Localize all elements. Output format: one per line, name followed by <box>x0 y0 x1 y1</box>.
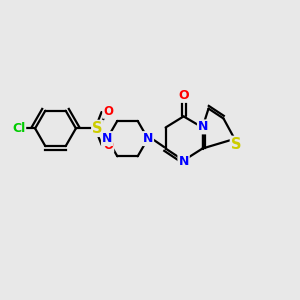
Text: N: N <box>143 132 153 145</box>
Text: N: N <box>102 132 112 145</box>
Text: Cl: Cl <box>12 122 25 135</box>
Text: O: O <box>178 89 189 102</box>
Text: S: S <box>231 137 241 152</box>
Text: O: O <box>103 139 113 152</box>
Text: S: S <box>92 121 103 136</box>
Text: O: O <box>103 105 113 118</box>
Text: N: N <box>198 120 208 134</box>
Text: N: N <box>178 154 189 168</box>
